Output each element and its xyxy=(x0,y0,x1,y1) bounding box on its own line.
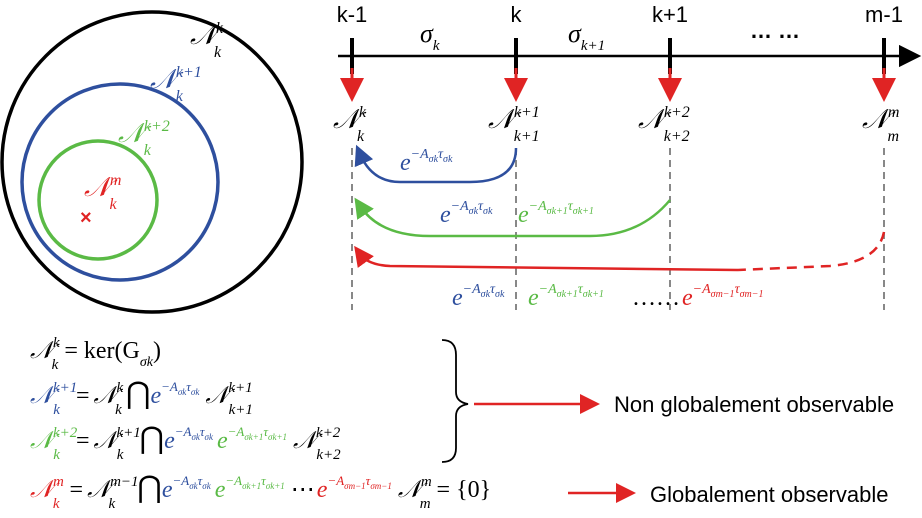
interval-sigma-k: σk xyxy=(420,19,440,54)
inner-circle-label: 𝒩k+2 k xyxy=(118,118,170,159)
green-curve xyxy=(354,197,671,238)
equation-4: 𝒩m k= 𝒩m−1 k ⋂e−Aσkτσk e−Aσk+1τσk+1 ⋯e−Aσm−1τσ… xyxy=(30,471,491,512)
grouping-brace xyxy=(441,339,469,463)
observable-label: Globalement observable xyxy=(650,482,888,507)
timeline: k-1 k k+1 m-1 … … σk σk+1 𝒩k k 𝒩k+1 k+1 𝒩k… xyxy=(333,2,922,310)
subspace-k: 𝒩k k xyxy=(333,104,367,145)
green-transition-label-2: e−Aσk+1τσk+1 xyxy=(518,199,594,228)
bottom-label-green: e−Aσk+1τσk+1 xyxy=(528,282,604,311)
bottom-label-dots: …… xyxy=(632,285,680,311)
non-observable-label: Non globalement observable xyxy=(614,392,894,417)
tick-label-k: k xyxy=(511,2,523,27)
zero-point-marker: × xyxy=(80,207,92,229)
interval-sigma-k+1: σk+1 xyxy=(568,19,605,54)
blue-curve xyxy=(354,144,518,184)
subspace-m: 𝒩m m xyxy=(862,104,899,145)
equation-1: 𝒩k k= ker(Gσk) xyxy=(30,335,161,373)
center-label: 𝒩m k xyxy=(84,172,121,213)
green-transition-label-1: e−Aσkτσk xyxy=(440,199,493,228)
tick-label-k-1: k-1 xyxy=(337,2,368,27)
red-curve-dashed xyxy=(737,231,886,272)
middle-circle xyxy=(20,82,220,282)
bottom-label-blue: e−Aσkτσk xyxy=(452,282,505,311)
nested-subspaces-venn: 𝒩k k 𝒩k+1 k 𝒩k+2 k 𝒩m k × xyxy=(0,10,304,314)
subspace-k+2: 𝒩k+2 k+2 xyxy=(638,104,690,145)
bottom-label-red: e−Aσm−1τσm−1 xyxy=(682,282,763,311)
equation-3: 𝒩k+2 k= 𝒩k+1 k ⋂e−Aσkτσk e−Aσk+1τσk+1 𝒩k+2 k+2 xyxy=(30,422,341,463)
red-curve xyxy=(354,245,739,272)
subspace-k+1: 𝒩k+1 k+1 xyxy=(488,104,540,145)
transition-curves: e−Aσkτσk e−Aσkτσk e−Aσk+1τσk+1 e−Aσkτσk … xyxy=(354,144,886,311)
middle-circle-label: 𝒩k+1 k xyxy=(150,64,202,105)
inner-circle xyxy=(37,139,159,261)
outer-circle-label: 𝒩k k xyxy=(190,20,224,61)
outer-circle xyxy=(0,10,304,314)
timeline-ellipsis: … … xyxy=(750,18,800,43)
tick-label-m-1: m-1 xyxy=(865,2,903,27)
equations: 𝒩k k= ker(Gσk) 𝒩k+1 k= 𝒩k k ⋂e−Aσkτσk 𝒩k+1 k+1 … xyxy=(30,335,894,512)
blue-transition-label: e−Aσkτσk xyxy=(400,147,453,176)
tick-label-k+1: k+1 xyxy=(652,2,688,27)
equation-2: 𝒩k+1 k= 𝒩k k ⋂e−Aσkτσk 𝒩k+1 k+1 xyxy=(30,377,253,418)
